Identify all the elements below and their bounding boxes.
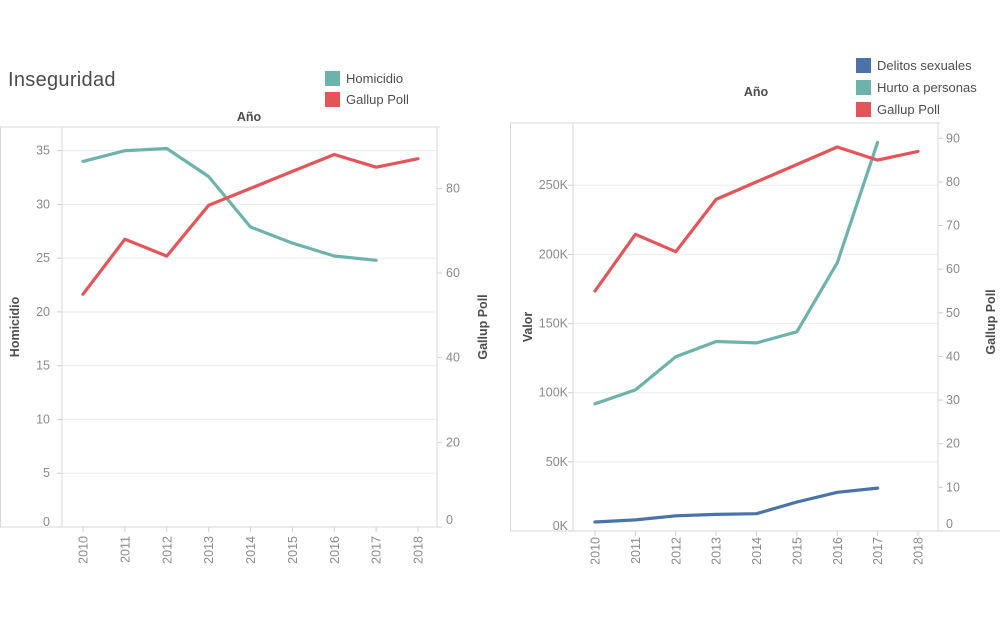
left-chart-x-axis-title: Año	[236, 110, 262, 124]
series-line-delitos-sexuales[interactable]	[593, 486, 880, 524]
right-axis-tick-label: 40	[946, 349, 960, 363]
left-chart: 0 5 10 15 20 25 30 35 0 20 40 60 80 2010 2011 2012 2013 2…	[0, 126, 460, 564]
left-chart-right-axis-title: Gallup Poll	[476, 294, 490, 360]
left-axis-tick-label: 30	[36, 197, 50, 211]
left-chart-legend: Homicidio Gallup Poll	[325, 71, 409, 107]
right-axis-tick-label: 40	[446, 351, 460, 365]
x-axis-year-label: 2010	[589, 537, 603, 565]
right-axis-tick-label: 0	[446, 513, 453, 527]
x-axis-year-label: 2018	[912, 537, 926, 565]
legend-label-delitos-sexuales: Delitos sexuales	[877, 58, 972, 73]
legend-item-delitos-sexuales[interactable]: Delitos sexuales	[856, 58, 977, 73]
left-axis-tick-label: 0	[43, 515, 50, 529]
right-chart-left-axis-title: Valor	[521, 311, 535, 343]
left-axis-tick-label: 100K	[539, 386, 569, 400]
right-axis-tick-label: 60	[446, 266, 460, 280]
legend-item-hurto-a-personas[interactable]: Hurto a personas	[856, 80, 977, 95]
right-axis-tick-label: 60	[946, 262, 960, 276]
x-axis-year-label: 2017	[370, 536, 384, 564]
x-axis-year-label: 2013	[202, 536, 216, 564]
legend-swatch-gallup-poll-2-icon	[856, 102, 871, 117]
x-axis-year-label: 2018	[412, 536, 426, 564]
series-line-gallup-poll[interactable]	[81, 152, 420, 296]
x-axis-year-label: 2014	[244, 536, 258, 564]
left-axis-tick-label: 150K	[539, 317, 569, 331]
left-axis-tick-label: 25	[36, 251, 50, 265]
left-axis-tick-label: 5	[43, 466, 50, 480]
left-axis-tick-label: 20	[36, 305, 50, 319]
legend-label-hurto-a-personas: Hurto a personas	[877, 80, 977, 95]
left-axis-tick-label: 10	[36, 412, 50, 426]
x-axis-year-label: 2015	[790, 537, 804, 565]
right-axis-tick-label: 30	[946, 393, 960, 407]
x-axis-year-label: 2010	[77, 536, 91, 564]
series-line-homicidio[interactable]	[81, 146, 378, 262]
left-axis-tick-label: 50K	[546, 455, 569, 469]
legend-label-gallup-poll-2: Gallup Poll	[877, 102, 940, 117]
x-axis-year-label: 2012	[669, 537, 683, 565]
left-axis-tick-label: 35	[36, 144, 50, 158]
dashboard-title: Inseguridad	[8, 69, 116, 91]
right-axis-tick-label: 90	[946, 131, 960, 145]
x-axis-year-label: 2011	[118, 536, 132, 563]
legend-label-homicidio: Homicidio	[346, 71, 404, 86]
right-axis-tick-label: 20	[446, 435, 460, 449]
right-axis-tick-label: 0	[946, 517, 953, 531]
right-axis-tick-label: 80	[946, 175, 960, 189]
left-axis-tick-label: 0K	[553, 519, 569, 533]
right-axis-tick-label: 80	[446, 181, 460, 195]
x-axis-year-label: 2013	[710, 537, 724, 565]
right-chart-x-axis-title: Año	[743, 85, 769, 99]
x-axis-year-label: 2014	[750, 537, 764, 565]
series-line-hurto-a-personas[interactable]	[593, 140, 880, 406]
legend-swatch-homicidio-icon	[325, 71, 340, 86]
x-axis-year-label: 2016	[831, 537, 845, 565]
x-axis-year-label: 2011	[629, 537, 643, 564]
right-chart-right-axis-title: Gallup Poll	[984, 289, 998, 355]
right-axis-tick-label: 10	[946, 480, 960, 494]
left-axis-tick-label: 200K	[539, 247, 569, 261]
x-axis-year-label: 2012	[160, 536, 174, 564]
legend-swatch-gallup-poll-icon	[325, 92, 340, 107]
legend-label-gallup-poll: Gallup Poll	[346, 92, 409, 107]
right-chart: 0K 50K 100K 150K 200K 250K 0 10 20 30 40 50 60 70 80 90…	[510, 122, 1000, 565]
legend-swatch-delitos-sexuales-icon	[856, 58, 871, 73]
legend-item-gallup-poll[interactable]: Gallup Poll	[325, 92, 409, 107]
x-axis-year-label: 2015	[286, 536, 300, 564]
left-axis-tick-label: 250K	[539, 178, 569, 192]
x-axis-year-label: 2017	[871, 537, 885, 565]
right-axis-tick-label: 70	[946, 219, 960, 233]
legend-swatch-hurto-a-personas-icon	[856, 80, 871, 95]
legend-item-homicidio[interactable]: Homicidio	[325, 71, 409, 86]
series-line-gallup-poll[interactable]	[593, 145, 920, 293]
left-chart-left-axis-title: Homicidio	[8, 296, 22, 358]
right-chart-legend: Delitos sexuales Hurto a personas Gallup…	[856, 58, 977, 117]
left-axis-tick-label: 15	[36, 359, 50, 373]
x-axis-year-label: 2016	[328, 536, 342, 564]
right-axis-tick-label: 20	[946, 437, 960, 451]
right-axis-tick-label: 50	[946, 306, 960, 320]
legend-item-gallup-poll-2[interactable]: Gallup Poll	[856, 102, 977, 117]
